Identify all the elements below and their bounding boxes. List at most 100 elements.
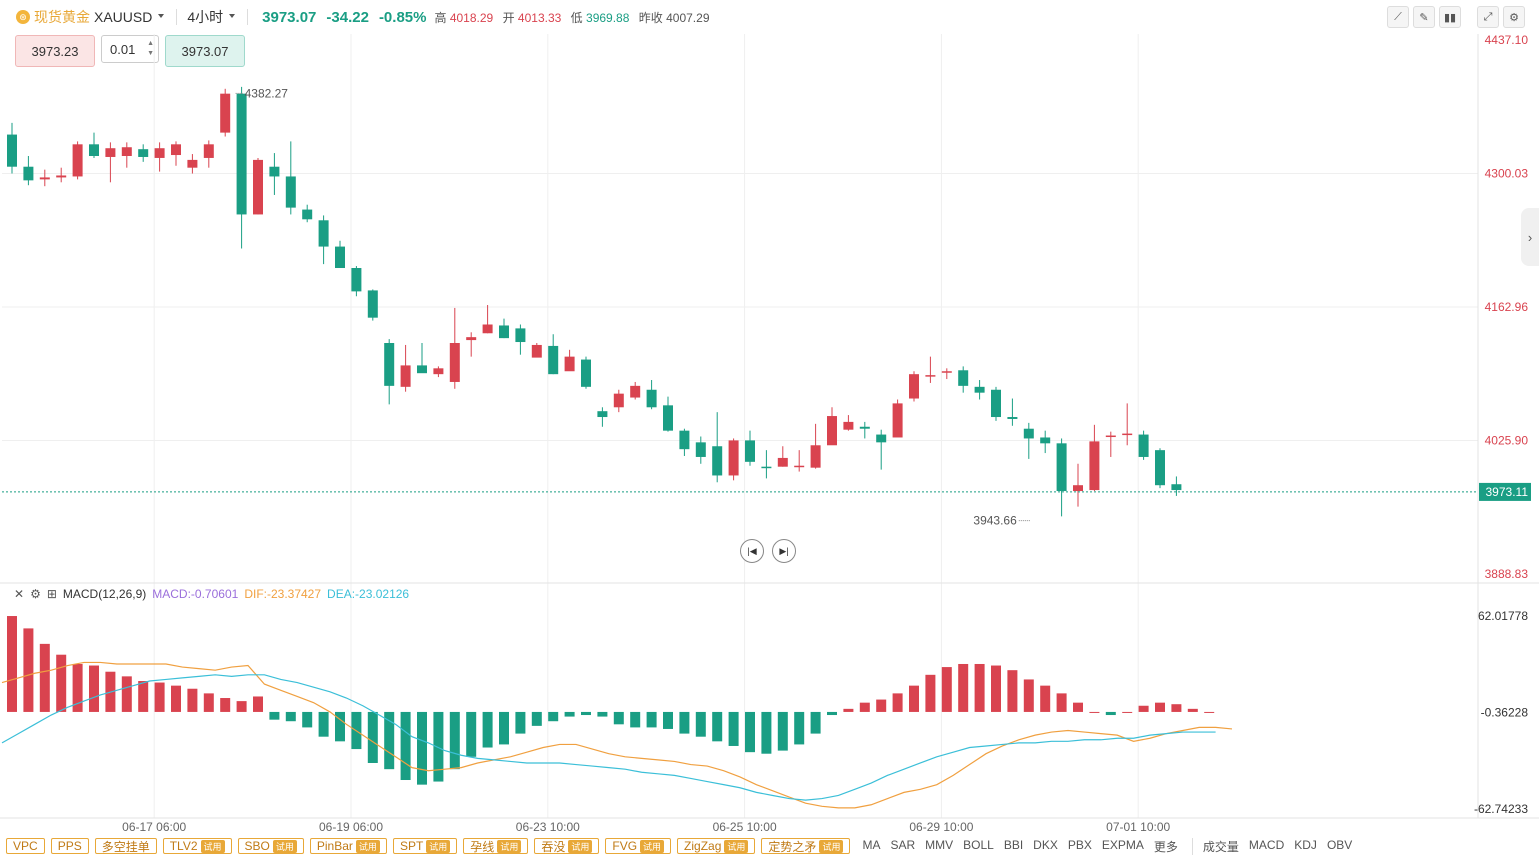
indicator-button[interactable]: FVG 试用 (605, 838, 672, 854)
candle-body (974, 386, 985, 393)
buy-button[interactable]: 3973.07 (165, 35, 245, 67)
candles: 4382.27 3943.66 (2, 86, 1478, 528)
indicator-bar: VPC PPS 多空挂单 TLV2 试用 SBO 试用 PinBar 试用 SPT 试用 孕线 试用 吞没… (0, 836, 1539, 856)
macd-bar (417, 711, 427, 785)
indicator-icon[interactable]: ⟋ (1387, 6, 1409, 28)
scroll-start-icon[interactable]: |◀ (740, 539, 764, 563)
main-indicator-tab[interactable]: PBX (1067, 837, 1092, 852)
x-tick-label: 07-01 10:00 (1106, 820, 1170, 834)
macd-bar (253, 696, 263, 712)
stepper-arrows-icon[interactable]: ▲ ▼ (147, 40, 154, 57)
candle-body (1089, 441, 1100, 491)
indicator-label: ZigZag (684, 839, 722, 853)
macd-bar (1105, 711, 1116, 716)
sell-button[interactable]: 3973.23 (15, 35, 95, 67)
close-icon[interactable]: ✕ (14, 587, 25, 601)
candle-body (679, 430, 690, 450)
macd-bar (974, 663, 985, 712)
indicator-button[interactable]: VPC (6, 838, 45, 854)
main-indicator-tab[interactable]: 更多 (1153, 839, 1178, 854)
macd-bar (679, 711, 690, 734)
sub-indicator-tab[interactable]: OBV (1326, 837, 1353, 852)
indicator-button[interactable]: SBO 试用 (237, 838, 304, 854)
price-change-pct: -0.85% (378, 8, 427, 26)
macd-bar (777, 711, 788, 751)
candle-body (138, 149, 149, 157)
macd-bar (597, 711, 608, 717)
candle-body (499, 325, 509, 339)
chevron-right-icon[interactable]: › (1521, 208, 1539, 266)
trial-badge: 试用 (272, 839, 297, 853)
candle-body (745, 440, 755, 462)
y-tick-label: 4437.10 (1485, 33, 1529, 47)
main-indicator-tab[interactable]: MA (862, 837, 881, 852)
macd-bar (7, 616, 17, 712)
macd-panel (1, 616, 1233, 809)
candle-body (548, 345, 559, 375)
sub-indicator-tab[interactable]: MACD (1248, 837, 1285, 852)
macd-bar (384, 711, 395, 770)
sub-indicator-tab[interactable]: KDJ (1294, 837, 1317, 852)
indicator-button[interactable]: 定势之矛 试用 (761, 838, 851, 854)
macd-bar (1056, 693, 1067, 712)
candle-body (925, 375, 936, 377)
trial-badge: 试用 (819, 839, 844, 853)
axes: 4437.10 4300.03 4162.96 4025.90 3888.83 06-17… (122, 33, 1531, 834)
symbol-name[interactable]: 现货黄金 (34, 9, 90, 25)
indicator-button[interactable]: TLV2 试用 (162, 838, 232, 854)
candle-body (941, 371, 952, 373)
macd-bar (941, 667, 952, 712)
grid (0, 34, 1539, 819)
macd-bar (121, 676, 132, 712)
indicator-button[interactable]: PinBar 试用 (309, 838, 387, 854)
candle-body (39, 177, 50, 180)
main-indicator-tab[interactable]: BBI (1003, 837, 1024, 852)
main-indicator-tab[interactable]: MMV (925, 837, 954, 852)
main-indicator-tab[interactable]: DKX (1033, 837, 1058, 852)
indicator-button[interactable]: 多空挂单 (94, 838, 157, 854)
chevron-down-icon[interactable] (158, 14, 165, 18)
macd-bar (433, 711, 444, 782)
macd-bar (876, 699, 887, 712)
candle-type-icon[interactable]: ▮▮ (1439, 6, 1461, 28)
candle-body (827, 416, 837, 446)
indicator-button[interactable]: 吞没 试用 (534, 838, 600, 854)
candle-body (531, 344, 542, 358)
draw-icon[interactable]: ✎ (1413, 6, 1435, 28)
candle-body (449, 343, 460, 382)
main-indicator-tab[interactable]: EXPMA (1101, 837, 1144, 852)
settings-icon[interactable]: ⚙ (1503, 6, 1525, 28)
price-chart[interactable]: 4382.27 3943.66 4437.10 4300.03 4162.96 4025… (0, 0, 1539, 836)
quantity-stepper[interactable]: 0.01 ▲ ▼ (101, 35, 159, 63)
candle-body (1105, 435, 1116, 438)
main-indicator-tab[interactable]: SAR (890, 837, 916, 852)
open-value: 4013.33 (517, 10, 562, 25)
candle-body (89, 144, 99, 157)
indicator-button[interactable]: SPT 试用 (392, 838, 458, 854)
indicator-button[interactable]: PPS (50, 838, 89, 854)
macd-bar (1187, 708, 1198, 712)
candle-body (663, 405, 673, 431)
macd-bar (646, 711, 657, 728)
chevron-down-icon[interactable] (229, 14, 236, 18)
sub-indicator-tab[interactable]: 成交量 (1202, 839, 1239, 854)
fullscreen-icon[interactable]: ⤢ (1477, 6, 1499, 28)
gear-icon[interactable]: ⚙ (30, 587, 41, 601)
indicator-button[interactable]: 孕线 试用 (463, 838, 529, 854)
macd-bar (1007, 670, 1018, 712)
candle-body (630, 385, 641, 398)
dea-value: DEA:-23.02126 (327, 587, 410, 601)
quantity-value[interactable]: 0.01 (110, 41, 136, 57)
expand-icon[interactable]: ⊞ (46, 587, 57, 601)
candle-body (105, 148, 116, 157)
candle-body (1122, 433, 1133, 436)
main-indicator-tab[interactable]: BOLL (963, 837, 994, 852)
header-bar: ⊛ 现货黄金 XAUUSD 4小时 3973.07 -34.22 -0.85% … (0, 0, 1539, 34)
scroll-end-icon[interactable]: ▶| (772, 539, 796, 563)
indicator-button[interactable]: ZigZag 试用 (677, 838, 756, 854)
symbol-code[interactable]: XAUUSD (94, 9, 153, 25)
macd-bar (187, 688, 198, 712)
candle-body (892, 403, 903, 438)
interval-selector[interactable]: 4小时 (187, 9, 224, 25)
candle-body (1155, 450, 1165, 486)
